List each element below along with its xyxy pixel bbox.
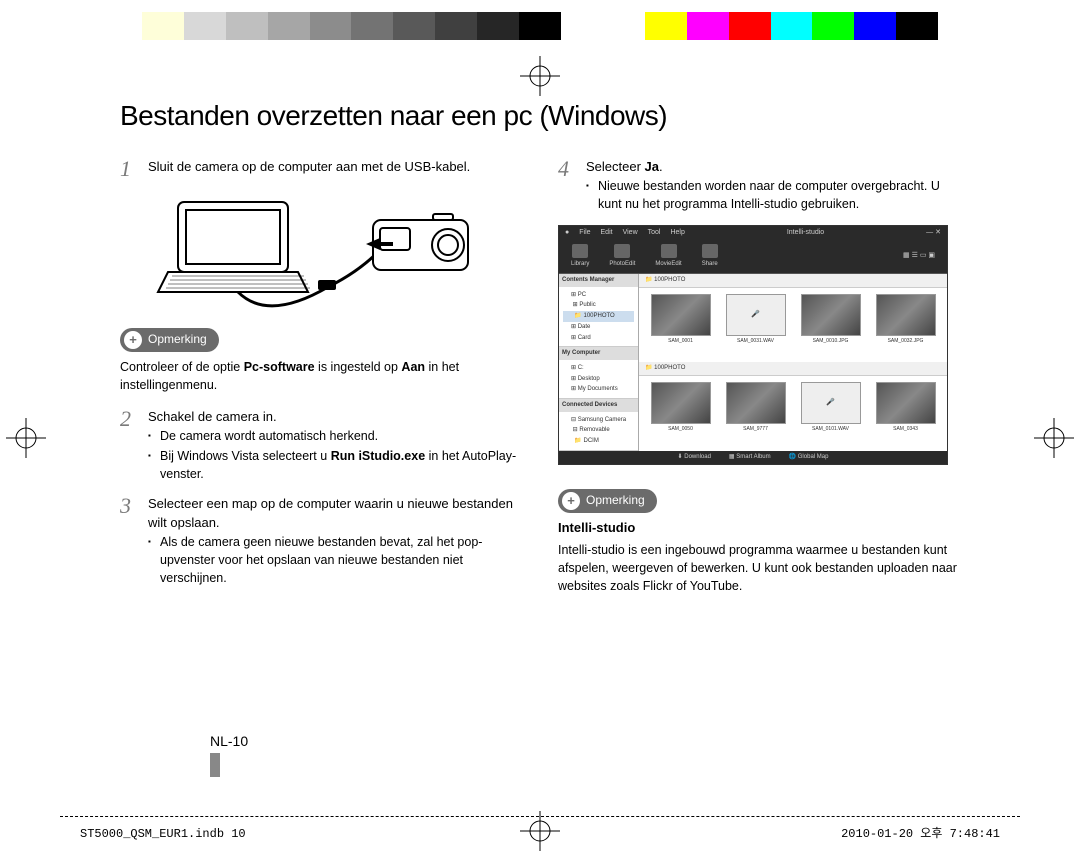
intelli-studio-screenshot: ● FileEdit ViewTool Help Intelli-studio …: [558, 225, 948, 465]
ss-menubar: ● FileEdit ViewTool Help Intelli-studio …: [559, 226, 947, 239]
note-label: Opmerking: [148, 331, 207, 348]
page-title: Bestanden overzetten naar een pc (Window…: [120, 100, 960, 132]
step-text: Selecteer Ja.: [586, 158, 960, 177]
registration-mark-top: [520, 56, 560, 96]
note-1-text: Controleer of de optie Pc-software is in…: [120, 358, 522, 394]
note-2-heading: Intelli-studio: [558, 519, 960, 538]
bullet-item: Bij Windows Vista selecteert u Run iStud…: [148, 447, 522, 483]
registration-mark-left: [6, 418, 46, 458]
step-4: 4 Selecteer Ja. Nieuwe bestanden worden …: [558, 158, 960, 215]
note-badge: + Opmerking: [558, 489, 657, 513]
step-3-bullets: Als de camera geen nieuwe bestanden beva…: [148, 533, 522, 587]
step-text: Selecteer een map op de computer waarin …: [148, 495, 522, 533]
footer-divider: [60, 816, 1020, 817]
footer-filename: ST5000_QSM_EUR1.indb 10: [80, 827, 246, 841]
step-2-bullets: De camera wordt automatisch herkend. Bij…: [148, 427, 522, 483]
step-number: 1: [120, 158, 138, 180]
registration-mark-right: [1034, 418, 1074, 458]
color-calibration-bar: [100, 12, 980, 40]
plus-icon: +: [562, 492, 580, 510]
left-column: 1 Sluit de camera op de computer aan met…: [120, 158, 522, 609]
step-3: 3 Selecteer een map op de computer waari…: [120, 495, 522, 589]
step-number: 2: [120, 408, 138, 485]
step-text: Sluit de camera op de computer aan met d…: [148, 158, 522, 180]
bullet-item: Als de camera geen nieuwe bestanden beva…: [148, 533, 522, 587]
ss-footer: ⬇ Download ▦ Smart Album 🌐 Global Map: [559, 451, 947, 464]
step-number: 4: [558, 158, 576, 215]
bullet-item: De camera wordt automatisch herkend.: [148, 427, 522, 445]
registration-mark-bottom: [520, 811, 560, 851]
step-number: 3: [120, 495, 138, 589]
step-1: 1 Sluit de camera op de computer aan met…: [120, 158, 522, 180]
step-2: 2 Schakel de camera in. De camera wordt …: [120, 408, 522, 485]
note-badge: + Opmerking: [120, 328, 219, 352]
page-content: Bestanden overzetten naar een pc (Window…: [100, 80, 980, 609]
ss-sidebar: Contents Manager ⊞ PC ⊞ Public 📁 100PHOT…: [559, 274, 639, 451]
note-label: Opmerking: [586, 492, 645, 509]
bullet-item: Nieuwe bestanden worden naar de computer…: [586, 177, 960, 213]
footer-timestamp: 2010-01-20 오후 7:48:41: [841, 824, 1000, 841]
ss-toolbar: Library PhotoEdit MovieEdit Share ▦ ☰ ▭ …: [559, 240, 947, 275]
note-2-text: Intelli-studio is een ingebouwd programm…: [558, 541, 960, 595]
right-column: 4 Selecteer Ja. Nieuwe bestanden worden …: [558, 158, 960, 609]
illustration-laptop-camera: [148, 192, 488, 312]
step-text: Schakel de camera in.: [148, 408, 522, 427]
plus-icon: +: [124, 331, 142, 349]
page-number: NL-10: [210, 733, 248, 777]
step-4-bullets: Nieuwe bestanden worden naar de computer…: [586, 177, 960, 213]
